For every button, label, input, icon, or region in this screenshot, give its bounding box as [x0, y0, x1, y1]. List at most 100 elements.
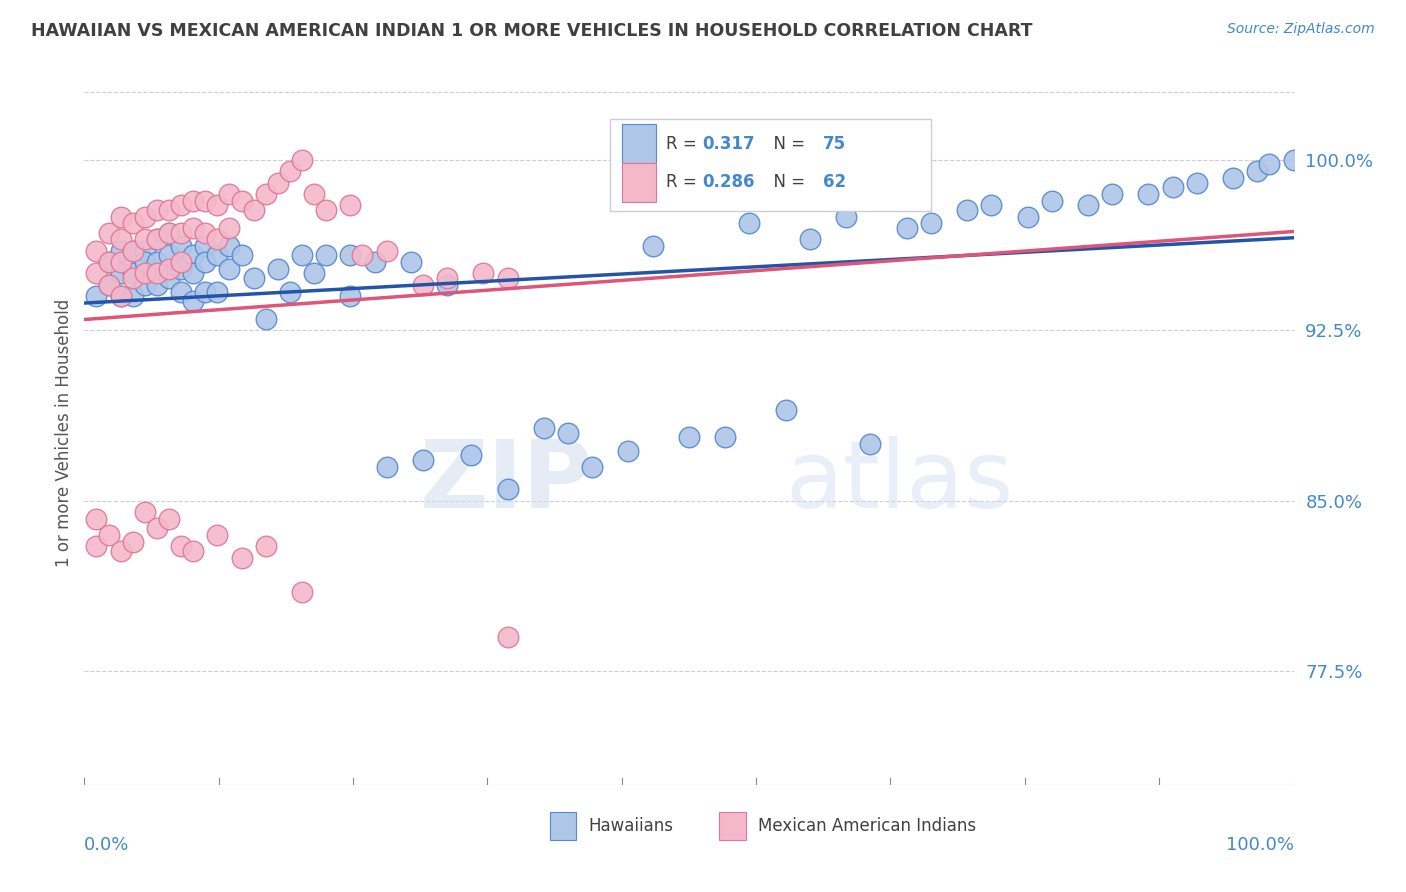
Point	[170, 255, 193, 269]
Text: Hawaiians: Hawaiians	[589, 817, 673, 835]
Point	[157, 226, 180, 240]
Point	[641, 239, 664, 253]
Point	[799, 232, 821, 246]
Point	[835, 210, 858, 224]
Point	[121, 267, 143, 281]
Point	[218, 221, 240, 235]
Point	[920, 217, 942, 231]
Point	[146, 267, 169, 281]
Point	[339, 289, 361, 303]
Point	[1282, 153, 1305, 167]
Point	[194, 285, 217, 299]
Point	[194, 255, 217, 269]
Point	[315, 248, 337, 262]
Point	[302, 186, 325, 201]
Point	[121, 271, 143, 285]
Text: N =: N =	[762, 173, 810, 192]
Point	[617, 443, 640, 458]
Point	[533, 421, 555, 435]
Text: atlas: atlas	[786, 436, 1014, 528]
Point	[181, 221, 204, 235]
Point	[134, 210, 156, 224]
Point	[121, 244, 143, 258]
Point	[242, 271, 264, 285]
Point	[436, 277, 458, 292]
Point	[207, 232, 229, 246]
Point	[121, 289, 143, 303]
Point	[352, 248, 374, 262]
Y-axis label: 1 or more Vehicles in Household: 1 or more Vehicles in Household	[55, 299, 73, 566]
Point	[146, 277, 169, 292]
Point	[110, 255, 132, 269]
Point	[218, 186, 240, 201]
Point	[146, 202, 169, 217]
Point	[242, 202, 264, 217]
Text: ZIP: ZIP	[419, 436, 592, 528]
Point	[254, 312, 277, 326]
Point	[110, 232, 132, 246]
Text: 0.0%: 0.0%	[84, 836, 129, 854]
Text: 62: 62	[823, 173, 846, 192]
Text: 0.286: 0.286	[702, 173, 755, 192]
Text: 0.317: 0.317	[702, 135, 755, 153]
Point	[231, 248, 253, 262]
Point	[121, 534, 143, 549]
Point	[267, 176, 290, 190]
Point	[110, 289, 132, 303]
Point	[110, 244, 132, 258]
Point	[157, 202, 180, 217]
Point	[97, 277, 120, 292]
Point	[97, 528, 120, 542]
Text: 75: 75	[823, 135, 846, 153]
Point	[181, 544, 204, 558]
Point	[1258, 157, 1281, 171]
Point	[436, 271, 458, 285]
Point	[1101, 186, 1123, 201]
FancyBboxPatch shape	[550, 812, 576, 840]
Point	[157, 512, 180, 526]
Point	[170, 285, 193, 299]
Point	[375, 459, 398, 474]
Point	[146, 232, 169, 246]
Point	[1161, 180, 1184, 194]
FancyBboxPatch shape	[623, 163, 657, 202]
Point	[775, 403, 797, 417]
Point	[581, 459, 603, 474]
Point	[460, 448, 482, 462]
Text: R =: R =	[666, 135, 702, 153]
Point	[496, 271, 519, 285]
Point	[134, 505, 156, 519]
Point	[267, 262, 290, 277]
Point	[980, 198, 1002, 212]
Point	[1017, 210, 1039, 224]
Point	[134, 232, 156, 246]
Point	[110, 289, 132, 303]
Point	[1040, 194, 1063, 208]
Point	[170, 198, 193, 212]
Point	[110, 267, 132, 281]
Point	[218, 262, 240, 277]
Point	[399, 255, 422, 269]
Point	[291, 153, 314, 167]
Point	[194, 226, 217, 240]
Point	[97, 277, 120, 292]
Point	[496, 630, 519, 644]
Text: 100.0%: 100.0%	[1226, 836, 1294, 854]
Point	[291, 584, 314, 599]
Point	[557, 425, 579, 440]
Point	[194, 239, 217, 253]
Point	[86, 539, 108, 553]
Point	[254, 186, 277, 201]
Point	[86, 244, 108, 258]
Point	[157, 262, 180, 277]
Text: HAWAIIAN VS MEXICAN AMERICAN INDIAN 1 OR MORE VEHICLES IN HOUSEHOLD CORRELATION : HAWAIIAN VS MEXICAN AMERICAN INDIAN 1 OR…	[31, 22, 1032, 40]
Point	[86, 267, 108, 281]
Point	[97, 226, 120, 240]
Point	[472, 267, 495, 281]
Point	[363, 255, 385, 269]
Point	[146, 521, 169, 535]
Point	[231, 194, 253, 208]
Point	[181, 267, 204, 281]
Point	[134, 277, 156, 292]
Point	[134, 255, 156, 269]
